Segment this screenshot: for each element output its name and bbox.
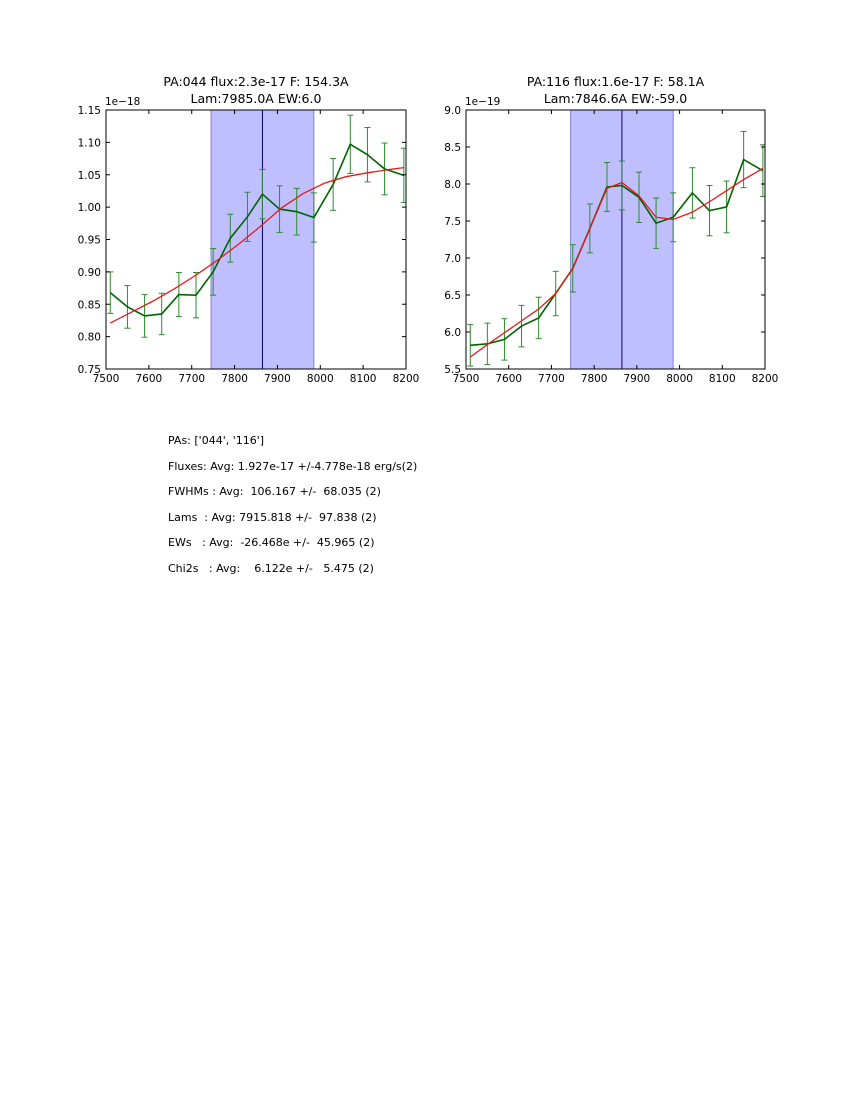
x-tick-label: 7700 [178, 373, 205, 385]
y-tick-label: 0.85 [78, 299, 101, 311]
plot-area [467, 130, 765, 367]
x-tick-label: 8100 [709, 373, 736, 385]
x-tick-label: 8000 [307, 373, 334, 385]
y-multiplier-label: 1e−18 [105, 96, 140, 108]
stats-lams: Lams : Avg: 7915.818 +/- 97.838 (2) [168, 510, 377, 524]
chart-panel-1: PA:044 flux:2.3e-17 F: 154.3A Lam:7985.0A… [78, 74, 420, 385]
data-series-line [109, 143, 405, 317]
y-tick-label: 7.0 [444, 253, 461, 265]
axes-frame [465, 109, 766, 370]
fit-series-line [469, 167, 764, 358]
y-tick-label: 1.00 [78, 202, 101, 214]
y-tick-label: 9.0 [444, 105, 461, 117]
plot-area [107, 114, 406, 338]
y-tick-label: 0.75 [78, 364, 101, 376]
y-tick-label: 5.5 [444, 364, 461, 376]
x-tick-label: 7800 [581, 373, 608, 385]
y-tick-label: 1.10 [78, 137, 101, 149]
y-tick-label: 0.80 [78, 332, 101, 344]
x-tick-label: 7900 [623, 373, 650, 385]
x-tick-label: 8000 [666, 373, 693, 385]
y-tick-label: 7.5 [444, 216, 461, 228]
x-tick-label: 8200 [393, 373, 420, 385]
x-tick-label: 8100 [350, 373, 377, 385]
fit-series-line [109, 166, 404, 324]
y-multiplier-label: 1e−19 [465, 96, 500, 108]
stats-ews: EWs : Avg: -26.468e +/- 45.965 (2) [168, 536, 375, 550]
x-tick-label: 7500 [93, 373, 120, 385]
stats-fwhms: FWHMs : Avg: 106.167 +/- 68.035 (2) [168, 485, 381, 499]
x-tick-label: 8200 [752, 373, 779, 385]
chart-subtitle: Lam:7846.6A EW:-59.0 [544, 91, 687, 106]
y-tick-label: 1.05 [78, 170, 101, 182]
y-tick-label: 8.5 [444, 142, 461, 154]
chart-title: PA:116 flux:1.6e-17 F: 58.1A [527, 74, 705, 89]
y-tick-label: 1.15 [78, 105, 101, 117]
y-tick-label: 8.0 [444, 179, 461, 191]
chart-title: PA:044 flux:2.3e-17 F: 154.3A [163, 74, 349, 89]
x-tick-label: 7600 [135, 373, 162, 385]
x-tick-label: 7500 [453, 373, 480, 385]
stats-chi2s: Chi2s : Avg: 6.122e +/- 5.475 (2) [168, 561, 374, 575]
data-series-line [470, 158, 764, 347]
x-tick-label: 7600 [495, 373, 522, 385]
statistics-summary: PAs: ['044', '116'] Fluxes: Avg: 1.927e-… [168, 434, 417, 588]
chart-panel-2: PA:116 flux:1.6e-17 F: 58.1A Lam:7846.6A … [444, 74, 778, 385]
y-tick-label: 6.5 [444, 290, 461, 302]
stats-pas: PAs: ['044', '116'] [168, 434, 265, 447]
stats-fluxes: Fluxes: Avg: 1.927e-17 +/-4.778e-18 erg/… [168, 459, 418, 473]
y-tick-label: 6.0 [444, 327, 461, 339]
y-tick-label: 0.90 [78, 267, 101, 279]
x-tick-label: 7800 [221, 373, 248, 385]
x-tick-label: 7900 [264, 373, 291, 385]
y-tick-label: 0.95 [78, 235, 101, 247]
x-tick-label: 7700 [538, 373, 565, 385]
chart-subtitle: Lam:7985.0A EW:6.0 [191, 91, 322, 106]
